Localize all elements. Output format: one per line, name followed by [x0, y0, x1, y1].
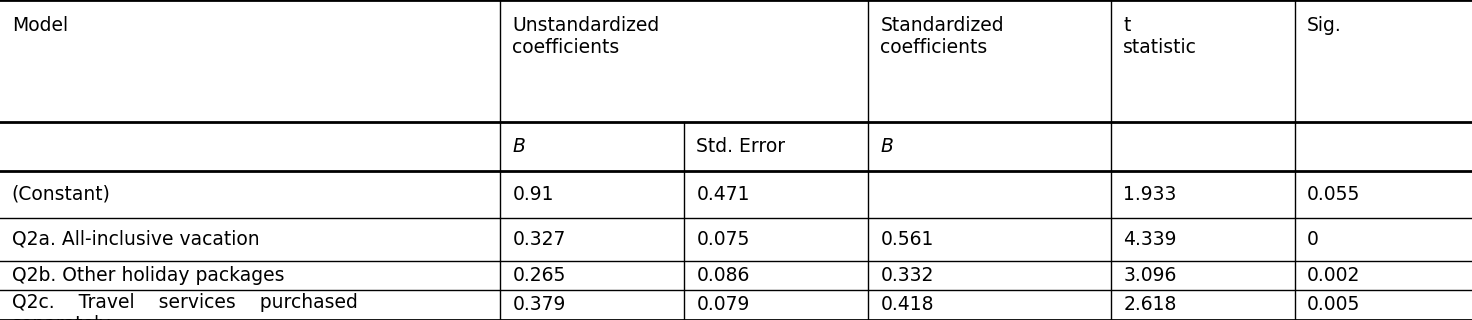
Text: Std. Error: Std. Error — [696, 137, 786, 156]
Text: 0.079: 0.079 — [696, 295, 749, 314]
Text: 0.471: 0.471 — [696, 185, 749, 204]
Text: Unstandardized
coefficients: Unstandardized coefficients — [512, 16, 659, 57]
Text: 0: 0 — [1307, 230, 1319, 249]
Text: Standardized
coefficients: Standardized coefficients — [880, 16, 1004, 57]
Text: 0.332: 0.332 — [880, 266, 933, 285]
Text: t
statistic: t statistic — [1123, 16, 1197, 57]
Text: 3.096: 3.096 — [1123, 266, 1176, 285]
Text: 0.379: 0.379 — [512, 295, 565, 314]
Text: 0.91: 0.91 — [512, 185, 553, 204]
Text: 4.339: 4.339 — [1123, 230, 1176, 249]
Text: Model: Model — [12, 16, 68, 35]
Text: Q2b. Other holiday packages: Q2b. Other holiday packages — [12, 266, 284, 285]
Text: 2.618: 2.618 — [1123, 295, 1176, 314]
Text: Q2a. All-inclusive vacation: Q2a. All-inclusive vacation — [12, 230, 259, 249]
Text: 0.265: 0.265 — [512, 266, 565, 285]
Text: 1.933: 1.933 — [1123, 185, 1176, 204]
Text: (Constant): (Constant) — [12, 185, 110, 204]
Text: B: B — [512, 137, 526, 156]
Text: Q2c.    Travel    services    purchased
separately: Q2c. Travel services purchased separatel… — [12, 293, 358, 320]
Text: 0.561: 0.561 — [880, 230, 933, 249]
Text: 0.055: 0.055 — [1307, 185, 1360, 204]
Text: 0.327: 0.327 — [512, 230, 565, 249]
Text: 0.005: 0.005 — [1307, 295, 1360, 314]
Text: 0.086: 0.086 — [696, 266, 749, 285]
Text: 0.418: 0.418 — [880, 295, 933, 314]
Text: Sig.: Sig. — [1307, 16, 1342, 35]
Text: 0.075: 0.075 — [696, 230, 749, 249]
Text: B: B — [880, 137, 894, 156]
Text: 0.002: 0.002 — [1307, 266, 1360, 285]
